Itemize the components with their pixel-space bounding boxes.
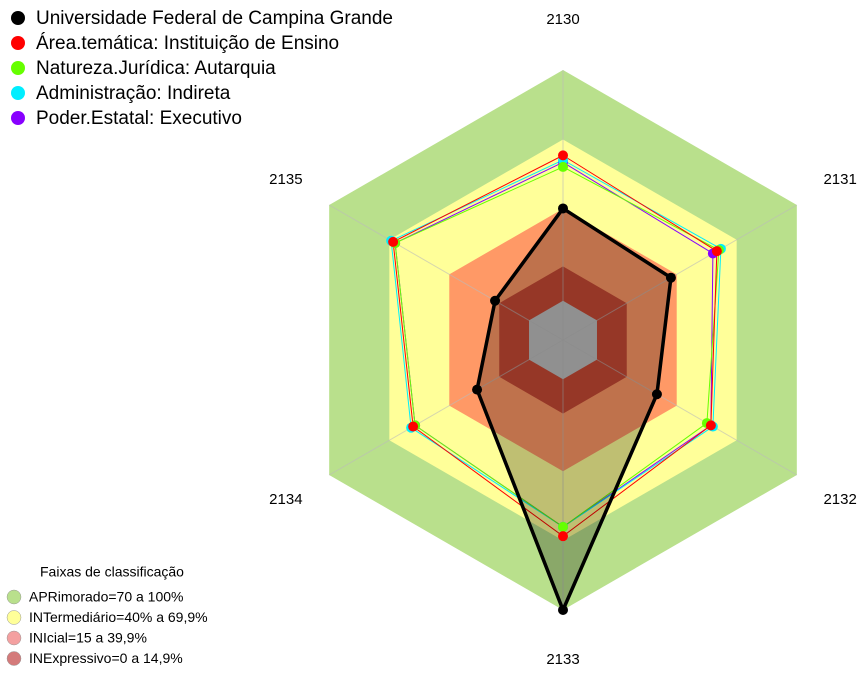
legend-marker xyxy=(11,86,25,100)
legend-marker xyxy=(11,11,25,25)
legend-label: Poder.Estatal: Executivo xyxy=(36,108,242,129)
axis-label: 2130 xyxy=(546,11,579,28)
axis-label: 2132 xyxy=(823,491,856,508)
legend-label: Administração: Indireta xyxy=(36,83,231,104)
legend-label: APRimorado=70 a 100% xyxy=(29,589,184,605)
legend-label: INIcial=15 a 39,9% xyxy=(29,630,147,646)
data-point xyxy=(472,384,483,395)
data-point xyxy=(558,150,568,161)
data-point xyxy=(558,521,568,532)
data-point xyxy=(711,246,722,257)
legend-marker xyxy=(6,651,22,666)
legend-marker xyxy=(6,630,22,646)
legend-marker xyxy=(11,111,25,125)
legend-marker xyxy=(11,36,25,50)
data-point xyxy=(651,389,662,400)
data-point xyxy=(665,272,676,283)
legend-marker xyxy=(6,589,22,605)
data-point xyxy=(388,236,399,247)
grid-line xyxy=(328,204,564,341)
axis-label: 2131 xyxy=(823,171,856,188)
legend-label: INTermediário=40% a 69,9% xyxy=(29,609,208,625)
legend-label: Universidade Federal de Campina Grande xyxy=(36,8,393,29)
legend-label: Natureza.Jurídica: Autarquia xyxy=(36,58,276,79)
axis-label: 2134 xyxy=(269,491,302,508)
data-point xyxy=(558,203,568,214)
data-point xyxy=(408,421,419,432)
grid-line xyxy=(328,339,564,476)
data-point xyxy=(558,161,568,172)
legend-label: Área.temática: Instituição de Ensino xyxy=(36,33,339,54)
axis-label: 2133 xyxy=(546,651,579,668)
data-point xyxy=(705,420,716,431)
data-point xyxy=(558,605,568,615)
legend-marker xyxy=(6,610,22,625)
data-point xyxy=(490,295,501,306)
grid-line xyxy=(562,204,798,341)
data-point xyxy=(558,531,568,542)
axis-label: 2135 xyxy=(269,171,302,188)
grid-line xyxy=(562,339,798,476)
legend-title: Faixas de classificação xyxy=(40,564,184,580)
legend-marker xyxy=(11,61,25,75)
legend-label: INExpressivo=0 a 14,9% xyxy=(29,650,183,666)
